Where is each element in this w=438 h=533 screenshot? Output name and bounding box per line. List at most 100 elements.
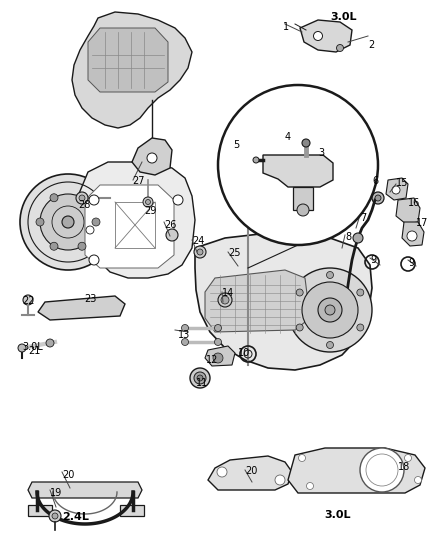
Circle shape <box>166 229 178 241</box>
Circle shape <box>173 195 183 205</box>
Text: 26: 26 <box>164 220 177 230</box>
Circle shape <box>372 192 384 204</box>
Text: 9: 9 <box>370 255 376 265</box>
Text: 15: 15 <box>396 178 408 188</box>
Circle shape <box>288 268 372 352</box>
Text: 24: 24 <box>192 236 205 246</box>
Circle shape <box>296 289 303 296</box>
Text: 23: 23 <box>84 294 96 304</box>
Text: 7: 7 <box>360 213 366 223</box>
Polygon shape <box>38 296 125 320</box>
Polygon shape <box>28 505 52 516</box>
Circle shape <box>89 195 99 205</box>
Circle shape <box>197 375 203 381</box>
Polygon shape <box>88 28 168 92</box>
Circle shape <box>78 243 86 251</box>
Text: 3.0L: 3.0L <box>325 510 351 520</box>
Circle shape <box>181 325 188 332</box>
Polygon shape <box>120 505 144 516</box>
Polygon shape <box>386 178 408 200</box>
Polygon shape <box>132 138 172 175</box>
Polygon shape <box>293 187 313 210</box>
Text: 3.0L: 3.0L <box>22 342 43 352</box>
Circle shape <box>392 186 400 194</box>
Circle shape <box>302 139 310 147</box>
Circle shape <box>357 289 364 296</box>
Circle shape <box>50 194 58 202</box>
Circle shape <box>215 325 222 332</box>
Text: 3: 3 <box>318 148 324 158</box>
Polygon shape <box>85 185 174 268</box>
Circle shape <box>307 482 314 489</box>
Circle shape <box>190 368 210 388</box>
Polygon shape <box>195 234 372 370</box>
Polygon shape <box>72 12 192 128</box>
Circle shape <box>405 455 411 462</box>
Circle shape <box>143 197 153 207</box>
Circle shape <box>336 44 343 52</box>
Text: 16: 16 <box>408 198 420 208</box>
Text: 13: 13 <box>178 330 190 340</box>
Circle shape <box>194 372 206 384</box>
Polygon shape <box>78 162 195 278</box>
Text: 4: 4 <box>285 132 291 142</box>
Text: 29: 29 <box>144 206 156 216</box>
Circle shape <box>147 153 157 163</box>
Polygon shape <box>396 198 420 224</box>
Text: 18: 18 <box>398 462 410 472</box>
Text: 28: 28 <box>78 200 90 210</box>
Circle shape <box>92 218 100 226</box>
Circle shape <box>36 218 44 226</box>
Circle shape <box>217 467 227 477</box>
Circle shape <box>357 324 364 331</box>
Text: 27: 27 <box>132 176 145 186</box>
Text: 21: 21 <box>28 346 40 356</box>
Circle shape <box>414 477 421 483</box>
Polygon shape <box>208 456 292 490</box>
Circle shape <box>145 199 151 205</box>
Circle shape <box>20 174 116 270</box>
Polygon shape <box>28 482 142 498</box>
Circle shape <box>86 226 94 234</box>
Circle shape <box>275 475 285 485</box>
Circle shape <box>50 243 58 251</box>
Text: 17: 17 <box>416 218 428 228</box>
Text: 2: 2 <box>368 40 374 50</box>
Circle shape <box>181 338 188 345</box>
Polygon shape <box>205 346 235 366</box>
Circle shape <box>318 298 342 322</box>
Text: 9: 9 <box>408 258 414 268</box>
Text: 14: 14 <box>222 288 234 298</box>
Text: 25: 25 <box>228 248 240 258</box>
Text: 20: 20 <box>62 470 74 480</box>
Circle shape <box>407 231 417 241</box>
Polygon shape <box>263 155 333 187</box>
Circle shape <box>213 353 223 363</box>
Text: 8: 8 <box>345 232 351 242</box>
Text: 5: 5 <box>233 140 239 150</box>
Circle shape <box>297 204 309 216</box>
Polygon shape <box>115 202 155 248</box>
Text: 20: 20 <box>245 466 258 476</box>
Text: 1: 1 <box>283 22 289 32</box>
Circle shape <box>89 255 99 265</box>
Circle shape <box>40 194 96 250</box>
Circle shape <box>218 293 232 307</box>
Circle shape <box>302 282 358 338</box>
Text: 10: 10 <box>238 348 250 358</box>
Circle shape <box>46 339 54 347</box>
Polygon shape <box>288 448 425 493</box>
Text: 19: 19 <box>50 488 62 498</box>
Circle shape <box>353 233 363 243</box>
Circle shape <box>296 324 303 331</box>
Polygon shape <box>300 20 352 52</box>
Text: 2.4L: 2.4L <box>63 512 89 522</box>
Circle shape <box>326 271 333 279</box>
Circle shape <box>197 249 203 255</box>
Circle shape <box>244 161 252 169</box>
Circle shape <box>325 305 335 315</box>
Circle shape <box>360 448 404 492</box>
Circle shape <box>78 194 86 202</box>
Circle shape <box>215 338 222 345</box>
Circle shape <box>18 344 26 352</box>
